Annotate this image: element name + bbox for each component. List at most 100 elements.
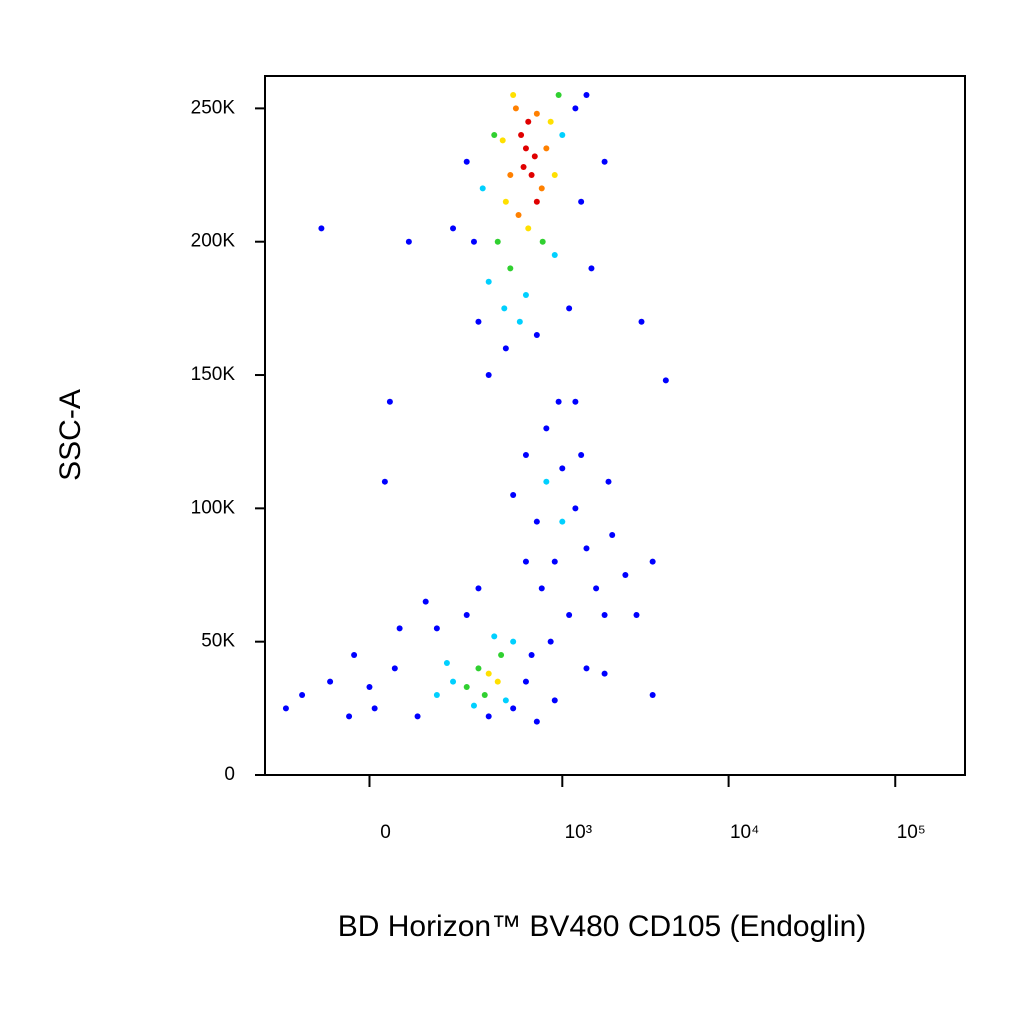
data-point <box>396 625 403 632</box>
y-tick-label: 100K <box>191 497 236 518</box>
data-point <box>649 692 656 699</box>
data-point <box>502 198 509 205</box>
data-point <box>485 372 492 379</box>
data-point <box>485 713 492 720</box>
x-axis-title: BD Horizon™ BV480 CD105 (Endoglin) <box>338 910 867 943</box>
data-point <box>559 132 566 139</box>
data-point <box>522 145 529 152</box>
data-point <box>533 110 540 117</box>
data-point <box>366 684 373 691</box>
data-point <box>578 198 585 205</box>
data-point <box>463 612 470 619</box>
data-point <box>533 718 540 725</box>
data-point <box>282 705 289 712</box>
data-point <box>475 665 482 672</box>
data-point <box>450 678 457 685</box>
data-point <box>601 670 608 677</box>
data-point <box>443 660 450 667</box>
y-tick-label: 50K <box>201 631 235 652</box>
data-point <box>516 318 523 325</box>
x-tick-label: 10⁵ <box>897 822 926 843</box>
data-point <box>559 465 566 472</box>
data-point <box>578 452 585 459</box>
data-point <box>346 713 353 720</box>
data-point <box>327 678 334 685</box>
data-point <box>533 518 540 525</box>
data-point <box>494 678 501 685</box>
data-point <box>502 345 509 352</box>
data-point <box>605 478 612 485</box>
data-point <box>507 265 514 272</box>
data-point <box>566 305 573 312</box>
data-point <box>633 612 640 619</box>
data-point <box>559 518 566 525</box>
data-point <box>649 558 656 565</box>
data-point <box>583 92 590 99</box>
data-point <box>525 225 532 232</box>
data-point <box>414 713 421 720</box>
data-point <box>572 505 579 512</box>
data-point <box>522 678 529 685</box>
data-point <box>494 238 501 245</box>
data-point <box>481 692 488 699</box>
data-point <box>475 585 482 592</box>
data-point <box>433 625 440 632</box>
data-point <box>512 105 519 112</box>
data-point <box>386 398 393 405</box>
data-point <box>485 278 492 285</box>
data-point <box>422 598 429 605</box>
data-point <box>299 692 306 699</box>
data-point <box>371 705 378 712</box>
data-point <box>475 318 482 325</box>
data-point <box>433 692 440 699</box>
data-point <box>538 185 545 192</box>
data-point <box>609 532 616 539</box>
data-point <box>507 172 514 179</box>
data-point <box>470 238 477 245</box>
data-point <box>543 425 550 432</box>
data-point <box>551 172 558 179</box>
data-point <box>510 638 517 645</box>
x-tick-label: 10³ <box>565 822 592 843</box>
data-point <box>601 612 608 619</box>
data-point <box>572 105 579 112</box>
data-point <box>638 318 645 325</box>
data-point <box>572 398 579 405</box>
data-point <box>583 665 590 672</box>
y-tick-label: 200K <box>191 231 236 252</box>
data-point <box>583 545 590 552</box>
data-point <box>450 225 457 232</box>
data-point <box>551 252 558 259</box>
data-point <box>522 292 529 299</box>
data-point <box>555 398 562 405</box>
data-point <box>510 92 517 99</box>
data-point <box>588 265 595 272</box>
data-point <box>543 478 550 485</box>
data-point <box>601 158 608 165</box>
data-point <box>533 332 540 339</box>
y-axis-title: SSC-A <box>54 389 87 481</box>
y-tick-label: 150K <box>191 364 236 385</box>
data-point <box>499 137 506 144</box>
data-point <box>318 225 325 232</box>
data-point <box>547 118 554 125</box>
data-point <box>515 212 522 219</box>
data-point <box>528 172 535 179</box>
data-point <box>525 118 532 125</box>
data-point <box>539 238 546 245</box>
data-point <box>491 132 498 139</box>
data-point <box>391 665 398 672</box>
data-point <box>547 638 554 645</box>
data-point <box>498 652 505 659</box>
x-tick-label: 10⁴ <box>730 822 759 843</box>
data-point <box>551 697 558 704</box>
data-point <box>538 585 545 592</box>
data-point <box>593 585 600 592</box>
data-point <box>463 158 470 165</box>
data-point <box>522 452 529 459</box>
data-point <box>518 132 525 139</box>
data-point <box>551 558 558 565</box>
data-point <box>520 164 527 171</box>
data-point <box>622 572 629 579</box>
